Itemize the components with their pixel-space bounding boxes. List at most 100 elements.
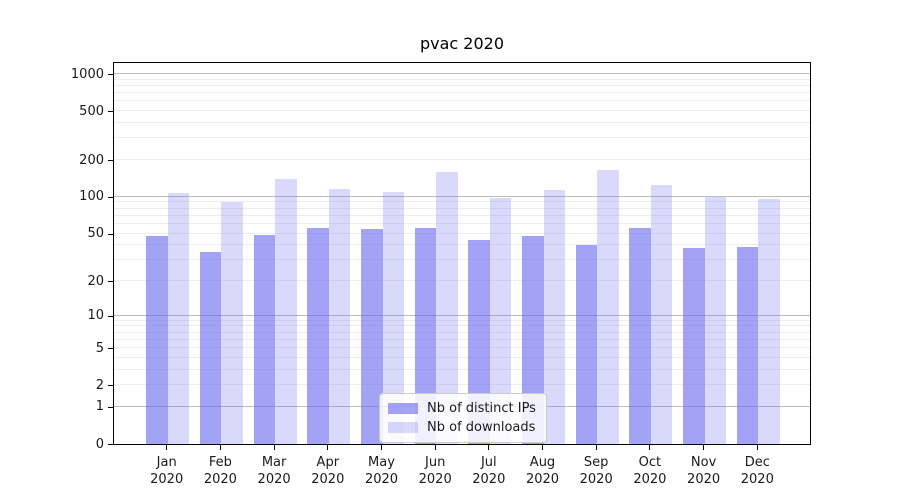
x-tick-label-year: 2020 — [687, 471, 721, 487]
y-tick-mark — [108, 111, 113, 113]
x-tick-label-month: Mar — [261, 454, 287, 470]
bar-distinct-ips — [253, 234, 276, 444]
x-tick-label-month: Apr — [316, 454, 340, 470]
bar-downloads — [436, 171, 458, 444]
x-tick-label-month: Jan — [156, 454, 177, 470]
x-tick-label-month: Sep — [583, 454, 609, 470]
y-tick-label: 200 — [79, 152, 104, 168]
y-gridline-minor — [114, 232, 810, 234]
x-tick-mark — [703, 444, 705, 450]
y-tick-mark — [108, 74, 113, 75]
y-gridline-minor — [114, 325, 810, 327]
legend-row: Nb of downloads — [388, 418, 536, 437]
y-gridline-major — [114, 314, 810, 316]
chart-title: pvac 2020 — [419, 34, 505, 53]
bar-distinct-ips — [199, 252, 222, 444]
x-tick-mark — [381, 444, 382, 450]
x-tick-label-year: 2020 — [579, 471, 613, 487]
x-tick-label: Feb 2020 — [188, 454, 252, 488]
x-tick-label: May 2020 — [350, 454, 414, 488]
y-tick-label: 50 — [87, 226, 104, 241]
x-tick-label: Dec 2020 — [725, 454, 789, 488]
x-tick-label: Jan 2020 — [135, 454, 199, 488]
x-tick-mark — [434, 444, 436, 450]
y-tick-label: 20 — [87, 273, 104, 289]
y-gridline-minor — [114, 338, 810, 340]
x-tick-label-year: 2020 — [311, 471, 345, 487]
legend: Nb of distinct IPs Nb of downloads — [379, 393, 547, 443]
y-tick-mark — [108, 233, 113, 235]
x-tick-label-year: 2020 — [525, 471, 560, 487]
x-tick-label-year: 2020 — [633, 471, 667, 487]
y-gridline-minor — [114, 280, 810, 281]
x-tick-label: Oct 2020 — [618, 454, 682, 488]
x-tick-label-year: 2020 — [257, 471, 291, 487]
y-gridline-minor — [114, 122, 810, 123]
y-gridline-minor — [114, 222, 810, 224]
legend-label: Nb of distinct IPs — [427, 401, 536, 416]
y-gridline-major — [114, 73, 810, 74]
bar-distinct-ips — [629, 227, 651, 444]
x-tick-label: Nov 2020 — [672, 454, 736, 488]
x-tick-label: Aug 2020 — [511, 454, 575, 488]
x-tick-label-year: 2020 — [150, 471, 184, 487]
x-tick-label-year: 2020 — [418, 471, 452, 487]
bar-downloads — [597, 169, 619, 444]
x-tick-label-year: 2020 — [364, 471, 399, 487]
y-gridline-minor — [114, 259, 810, 261]
x-tick-mark — [219, 444, 221, 450]
y-tick-label: 1000 — [70, 66, 104, 82]
legend-swatch-downloads — [388, 422, 418, 433]
legend-label: Nb of downloads — [427, 420, 536, 435]
y-gridline-minor — [114, 244, 810, 246]
y-gridline-minor — [114, 137, 810, 139]
y-gridline-minor — [114, 201, 810, 203]
x-tick-label-month: Aug — [529, 454, 556, 470]
y-gridline-minor — [114, 331, 810, 333]
y-gridline-minor — [114, 347, 810, 349]
y-tick-mark — [108, 160, 113, 161]
x-tick-mark — [542, 444, 543, 450]
bar-distinct-ips — [146, 235, 168, 444]
y-gridline-minor — [114, 159, 810, 160]
bar-distinct-ips — [361, 229, 383, 444]
y-tick-label: 500 — [79, 103, 104, 119]
bar-downloads — [275, 179, 297, 444]
x-tick-label-year: 2020 — [203, 471, 237, 487]
x-tick-mark — [649, 444, 651, 450]
y-tick-mark — [108, 348, 113, 350]
x-tick-label-month: Oct — [638, 454, 662, 470]
y-gridline-minor — [114, 207, 810, 209]
x-tick-label-month: Jun — [425, 454, 446, 470]
bar-downloads — [221, 202, 243, 444]
y-tick-label: 100 — [79, 189, 104, 205]
bar-downloads — [704, 196, 727, 444]
y-tick-mark — [108, 444, 113, 445]
bar-downloads — [382, 191, 404, 444]
bar-distinct-ips — [575, 245, 598, 444]
y-tick-mark — [108, 315, 113, 317]
x-tick-mark — [273, 444, 275, 450]
x-tick-label: Sep 2020 — [564, 454, 628, 488]
x-tick-mark — [327, 444, 329, 450]
y-tick-mark — [108, 281, 113, 282]
x-tick-mark — [595, 444, 597, 450]
y-gridline-minor — [114, 356, 810, 358]
bar-downloads — [489, 197, 512, 444]
y-tick-label: 2 — [95, 377, 104, 393]
y-tick-label: 10 — [87, 308, 104, 324]
x-tick-label-month: May — [368, 454, 395, 470]
x-tick-label-month: Dec — [744, 454, 770, 470]
x-tick-label-year: 2020 — [472, 471, 506, 487]
bar-distinct-ips — [307, 227, 329, 444]
bar-downloads — [543, 189, 565, 444]
legend-swatch-distinct-ips — [388, 403, 418, 414]
bar-downloads — [167, 193, 190, 444]
x-tick-label: Mar 2020 — [242, 454, 306, 488]
x-tick-mark — [166, 444, 168, 450]
y-gridline-major — [114, 195, 810, 197]
y-gridline-minor — [114, 384, 810, 386]
bar-downloads — [650, 185, 673, 444]
y-gridline-minor — [114, 78, 810, 80]
bar-distinct-ips — [522, 235, 544, 444]
